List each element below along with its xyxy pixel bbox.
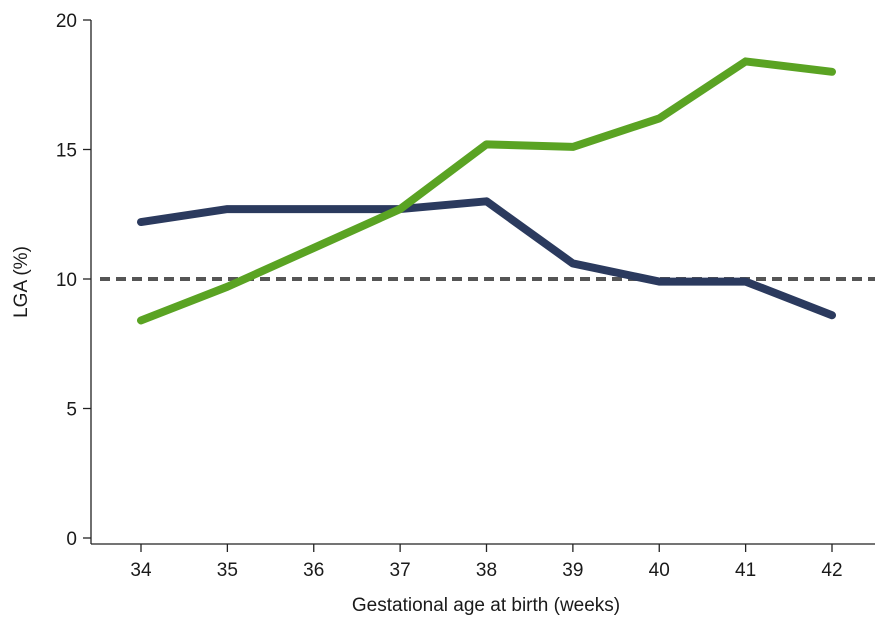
series-line-1	[137, 197, 836, 320]
x-tick-label: 34	[130, 560, 152, 581]
series-lines	[137, 57, 836, 325]
series-line-2	[137, 57, 836, 325]
plot-area: 0 5 10 15 20 34 35 36 37 38 39 40 41 42	[56, 11, 875, 581]
x-axis-ticks: 34 35 36 37 38 39 40 41 42	[130, 544, 843, 581]
x-tick-label: 35	[217, 560, 238, 581]
x-tick-label: 37	[390, 560, 411, 581]
x-tick-label: 42	[821, 560, 842, 581]
y-tick-label: 20	[56, 11, 77, 32]
x-tick-label: 41	[735, 560, 756, 581]
x-tick-label: 39	[562, 560, 583, 581]
y-tick-label: 10	[56, 270, 77, 291]
x-tick-label: 36	[303, 560, 324, 581]
x-axis-title: Gestational age at birth (weeks)	[352, 595, 620, 616]
y-tick-label: 5	[66, 400, 77, 421]
y-axis-ticks: 0 5 10 15 20	[56, 11, 91, 550]
x-tick-label: 38	[476, 560, 497, 581]
y-tick-label: 15	[56, 141, 77, 162]
y-axis-title: LGA (%)	[11, 246, 32, 318]
y-tick-label: 0	[66, 529, 77, 550]
x-tick-label: 40	[649, 560, 670, 581]
